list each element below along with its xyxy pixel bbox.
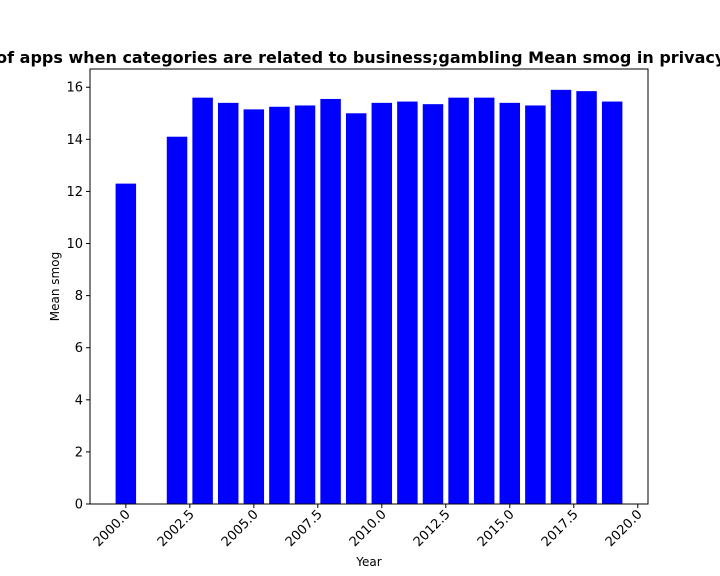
bar-2016 (525, 105, 546, 504)
bar-2012 (422, 104, 444, 504)
y-tick-label: 14 (66, 133, 83, 148)
bar-2013 (448, 97, 469, 504)
y-tick-label: 8 (75, 289, 83, 304)
x-axis: 2000.0 2002.5 2005.0 2007.5 2010.0 2012.5 2015… (91, 504, 646, 550)
y-tick-label: 6 (75, 341, 83, 356)
bar-2005 (243, 109, 265, 504)
x-tick-label: 2015.0 (475, 507, 518, 550)
x-axis-label: Year (355, 555, 381, 569)
y-tick-label: 12 (66, 185, 83, 200)
bar-2019 (601, 101, 623, 505)
bar-2004 (217, 102, 239, 504)
x-tick-label: 2012.5 (411, 507, 454, 550)
x-tick-label: 2005.0 (219, 507, 262, 550)
y-tick-label: 10 (66, 237, 83, 252)
bars-group (115, 89, 623, 505)
y-axis: 0 2 4 6 8 10 12 14 16 (66, 81, 90, 513)
bar-2000 (115, 183, 137, 504)
bar-2009 (345, 113, 367, 505)
x-tick-label: 2020.0 (603, 507, 646, 550)
bar-2018 (576, 91, 597, 504)
y-tick-label: 2 (75, 445, 83, 460)
bar-2015 (499, 102, 521, 504)
y-tick-label: 0 (75, 498, 83, 513)
y-tick-label: 4 (75, 393, 83, 408)
bar-2006 (269, 106, 290, 504)
bar-2014 (473, 97, 495, 504)
y-axis-label: Mean smog (48, 252, 62, 321)
bar-2002 (166, 136, 188, 504)
plot-frame (89, 68, 649, 505)
chart-title: Mean smog of apps when categories are re… (0, 48, 720, 67)
x-tick-label: 2017.5 (539, 507, 582, 550)
bar-2017 (550, 89, 572, 505)
x-tick-label: 2010.0 (347, 507, 390, 550)
x-tick-label: 2000.0 (91, 507, 134, 550)
x-tick-label: 2002.5 (155, 507, 198, 550)
y-tick-label: 16 (66, 81, 83, 96)
bar-2007 (294, 105, 316, 504)
bar-2003 (192, 97, 213, 504)
x-tick-label: 2007.5 (283, 507, 326, 550)
bar-2011 (397, 101, 418, 505)
bar-2010 (371, 102, 393, 504)
bar-2008 (320, 98, 341, 505)
